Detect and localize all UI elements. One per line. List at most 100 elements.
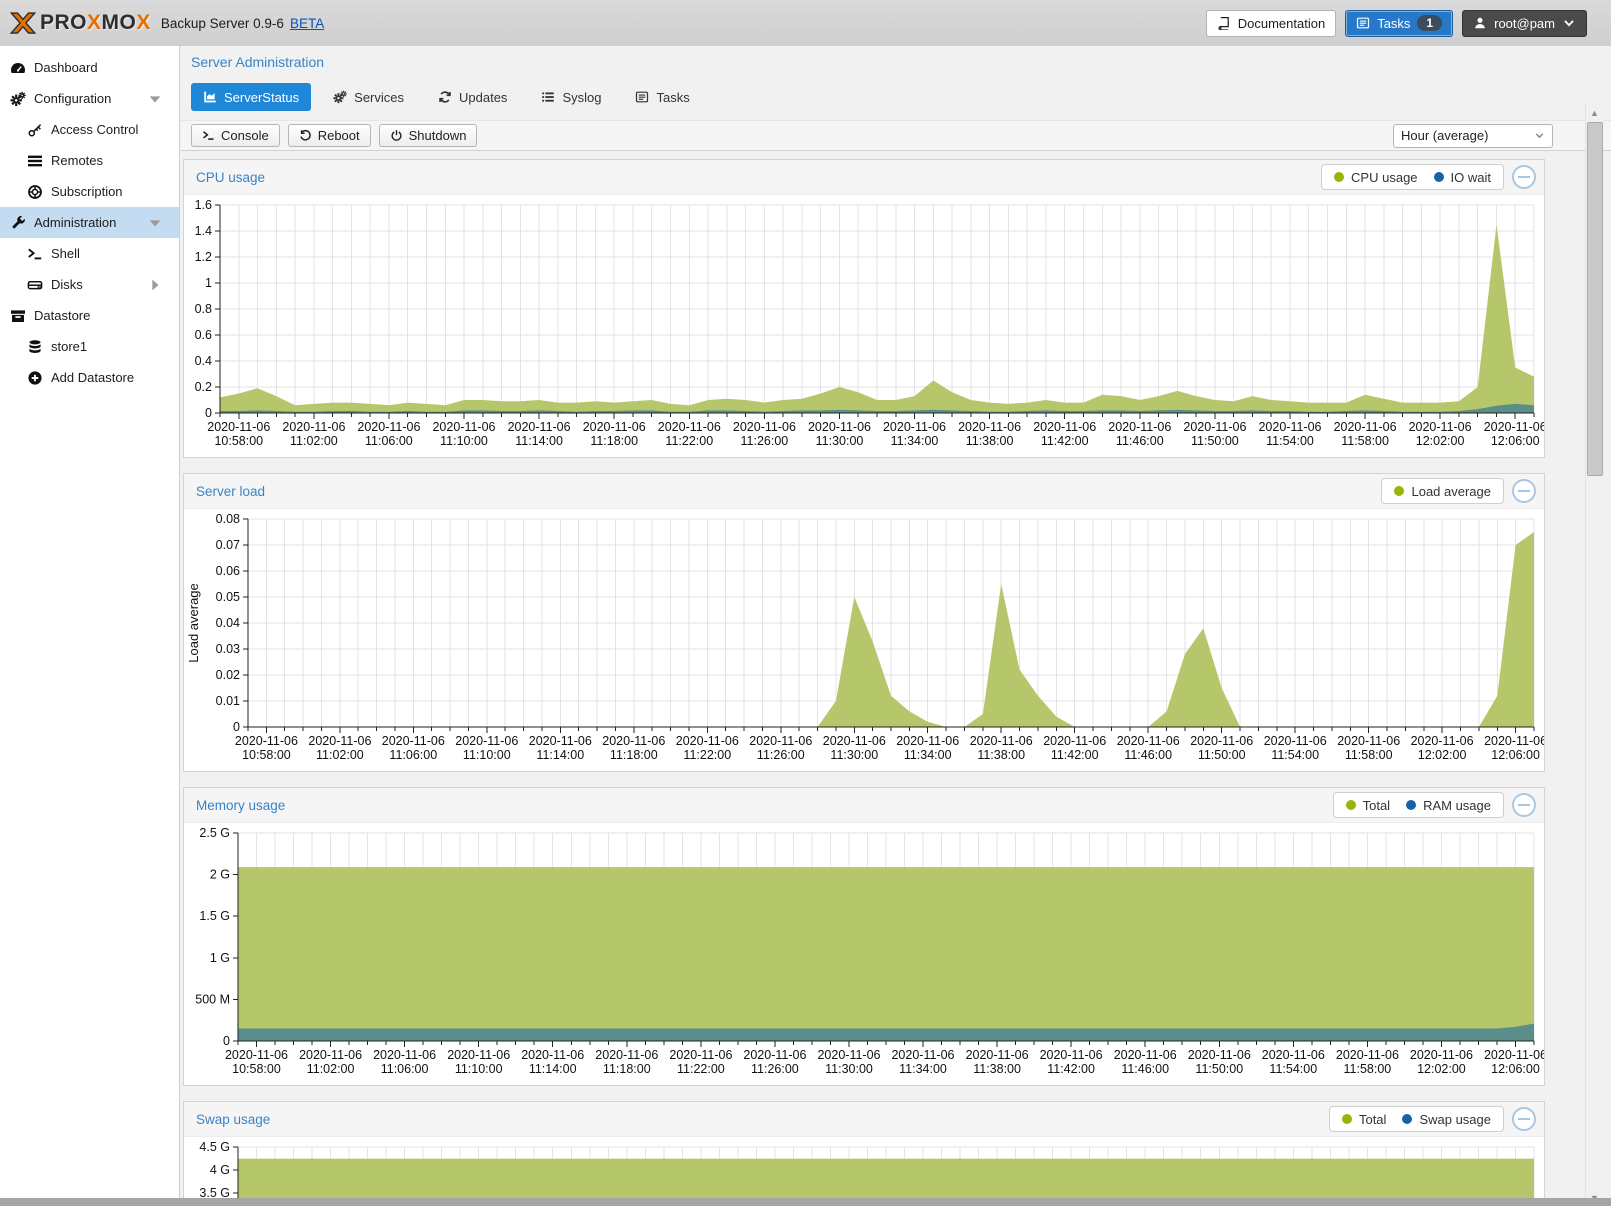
legend-dot-icon: [1434, 172, 1444, 182]
tab-label: Tasks: [656, 90, 689, 105]
svg-text:2020-11-06: 2020-11-06: [808, 420, 871, 434]
sidebar-item-subscription[interactable]: Subscription: [0, 176, 179, 207]
chart-cpu: 00.20.40.60.811.21.41.62020-11-0610:58:0…: [184, 195, 1544, 457]
legend-label: Total: [1359, 1112, 1386, 1127]
tab-serverstatus[interactable]: ServerStatus: [191, 83, 311, 111]
sidebar-item-label: Add Datastore: [51, 370, 134, 385]
collapse-panel-button[interactable]: [1512, 479, 1536, 503]
svg-text:11:26:00: 11:26:00: [751, 1062, 799, 1076]
panel-header: CPU usageCPU usageIO wait: [184, 160, 1544, 195]
tab-tasks[interactable]: Tasks: [623, 83, 701, 111]
svg-text:2020-11-06: 2020-11-06: [1409, 420, 1472, 434]
top-bar: PROXMOX Backup Server 0.9-6 BETA Documen…: [0, 0, 1611, 46]
svg-text:11:10:00: 11:10:00: [440, 434, 488, 448]
svg-text:2020-11-06: 2020-11-06: [1334, 420, 1397, 434]
svg-text:11:34:00: 11:34:00: [904, 748, 952, 762]
svg-text:1.4: 1.4: [195, 224, 212, 238]
svg-text:0.01: 0.01: [216, 694, 240, 708]
svg-text:11:22:00: 11:22:00: [683, 748, 731, 762]
bars-icon: [27, 153, 43, 169]
svg-text:2020-11-06: 2020-11-06: [970, 734, 1033, 748]
brand-segment: MO: [102, 11, 137, 34]
svg-text:2020-11-06: 2020-11-06: [1108, 420, 1171, 434]
svg-text:11:06:00: 11:06:00: [381, 1062, 429, 1076]
terminal-icon: [27, 246, 43, 262]
svg-text:11:54:00: 11:54:00: [1269, 1062, 1317, 1076]
caret-down-icon[interactable]: [147, 91, 163, 107]
chart-legend: Load average: [1381, 478, 1504, 504]
svg-text:500 M: 500 M: [195, 992, 230, 1006]
chart-body: 0500 M1 G1.5 G2 G2.5 G3 G3.5 G4 G4.5 G20…: [184, 1137, 1544, 1198]
tab-label: Services: [354, 90, 404, 105]
proxmox-wordmark: PROXMOX: [40, 11, 151, 35]
sidebar-item-datastore[interactable]: Datastore: [0, 300, 179, 331]
sidebar-item-access-control[interactable]: Access Control: [0, 114, 179, 145]
caret-right-icon[interactable]: [147, 277, 163, 293]
collapse-panel-button[interactable]: [1512, 165, 1536, 189]
svg-text:0.08: 0.08: [216, 512, 240, 526]
scroll-up-arrow[interactable]: ▲: [1586, 104, 1603, 121]
hdd-icon: [27, 277, 43, 293]
shutdown-button[interactable]: Shutdown: [379, 124, 478, 147]
tasks-button[interactable]: Tasks 1: [1345, 10, 1453, 37]
sidebar-item-shell[interactable]: Shell: [0, 238, 179, 269]
terminal-icon: [202, 129, 215, 142]
sidebar-item-label: Administration: [34, 215, 116, 230]
svg-text:11:38:00: 11:38:00: [977, 748, 1025, 762]
documentation-button[interactable]: Documentation: [1206, 10, 1336, 37]
sidebar-item-dashboard[interactable]: Dashboard: [0, 52, 179, 83]
svg-text:0.4: 0.4: [195, 354, 212, 368]
svg-text:2020-11-06: 2020-11-06: [207, 420, 270, 434]
brand: PROXMOX: [8, 8, 151, 38]
svg-text:2020-11-06: 2020-11-06: [1117, 734, 1180, 748]
beta-link[interactable]: BETA: [290, 16, 324, 31]
tab-syslog[interactable]: Syslog: [529, 83, 613, 111]
svg-text:10:58:00: 10:58:00: [232, 1062, 281, 1076]
charts-area: CPU usageCPU usageIO wait00.20.40.60.811…: [183, 159, 1545, 1198]
svg-text:2020-11-06: 2020-11-06: [1190, 734, 1253, 748]
svg-text:2020-11-06: 2020-11-06: [382, 734, 445, 748]
svg-text:2020-11-06: 2020-11-06: [823, 734, 886, 748]
collapse-panel-button[interactable]: [1512, 1107, 1536, 1131]
panel-header: Memory usageTotalRAM usage: [184, 788, 1544, 823]
tachometer-icon: [10, 60, 26, 76]
sidebar-item-disks[interactable]: Disks: [0, 269, 179, 300]
svg-text:1 G: 1 G: [210, 951, 230, 965]
console-button[interactable]: Console: [191, 124, 280, 147]
sidebar-item-label: Configuration: [34, 91, 111, 106]
sidebar-item-configuration[interactable]: Configuration: [0, 83, 179, 114]
time-range-select[interactable]: Hour (average): [1393, 124, 1553, 148]
sidebar-item-add-datastore[interactable]: Add Datastore: [0, 362, 179, 393]
reboot-button[interactable]: Reboot: [288, 124, 371, 147]
svg-text:10:58:00: 10:58:00: [242, 748, 291, 762]
book-icon: [1217, 16, 1231, 30]
brand-segment: X: [87, 11, 102, 34]
svg-text:2020-11-06: 2020-11-06: [602, 734, 665, 748]
top-actions: Documentation Tasks 1 root@pam: [1206, 10, 1611, 37]
documentation-label: Documentation: [1238, 16, 1325, 31]
sidebar-item-label: Remotes: [51, 153, 103, 168]
sidebar-item-remotes[interactable]: Remotes: [0, 145, 179, 176]
svg-text:2020-11-06: 2020-11-06: [1183, 420, 1246, 434]
svg-text:2020-11-06: 2020-11-06: [1411, 734, 1474, 748]
caret-down-icon[interactable]: [147, 215, 163, 231]
refresh-icon: [438, 90, 452, 104]
tab-updates[interactable]: Updates: [426, 83, 519, 111]
legend-label: RAM usage: [1423, 798, 1491, 813]
scroll-thumb[interactable]: [1587, 122, 1603, 476]
svg-text:11:02:00: 11:02:00: [290, 434, 338, 448]
sidebar-item-administration[interactable]: Administration: [0, 207, 179, 238]
svg-text:1.6: 1.6: [195, 198, 212, 212]
svg-text:11:46:00: 11:46:00: [1121, 1062, 1169, 1076]
svg-text:11:14:00: 11:14:00: [536, 748, 584, 762]
svg-text:11:10:00: 11:10:00: [463, 748, 511, 762]
sidebar-item-store1[interactable]: store1: [0, 331, 179, 362]
product-name: Backup Server 0.9-6: [161, 16, 284, 31]
user-menu-button[interactable]: root@pam: [1462, 10, 1587, 37]
svg-text:12:06:00: 12:06:00: [1491, 748, 1540, 762]
vertical-scrollbar[interactable]: ▲ ▼: [1585, 104, 1603, 1206]
svg-text:2020-11-06: 2020-11-06: [308, 734, 371, 748]
collapse-panel-button[interactable]: [1512, 793, 1536, 817]
svg-text:11:42:00: 11:42:00: [1051, 748, 1099, 762]
tab-services[interactable]: Services: [321, 83, 416, 111]
